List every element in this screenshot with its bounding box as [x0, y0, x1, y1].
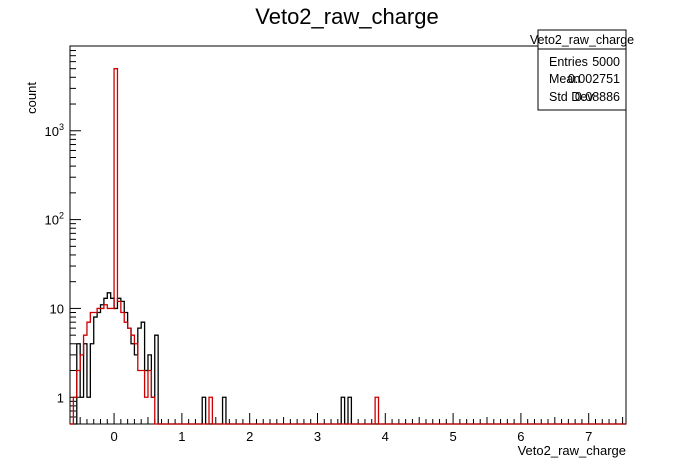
x-tick-label: 5 [449, 429, 456, 444]
series-0-histogram [70, 292, 626, 425]
x-axis-label: Veto2_raw_charge [518, 443, 626, 458]
x-tick-label: 1 [178, 429, 185, 444]
x-tick-label: 2 [246, 429, 253, 444]
stats-mean-label: Mean [549, 72, 580, 86]
x-tick-label: 4 [382, 429, 389, 444]
y-axis-label: count [24, 82, 39, 114]
y-tick-label: 103 [45, 122, 64, 139]
x-tick-label: 3 [314, 429, 321, 444]
x-tick-label: 6 [517, 429, 524, 444]
chart-title: Veto2_raw_charge [255, 4, 438, 29]
x-tick-label: 0 [110, 429, 117, 444]
stats-title: Veto2_raw_charge [530, 33, 634, 47]
stats-entries-label: Entries [549, 55, 588, 69]
x-axis: 0 1 2 3 4 5 6 7 [72, 413, 624, 444]
y-tick-label: 1 [57, 390, 64, 405]
series-1-histogram [70, 68, 626, 425]
stats-entries-value: 5000 [592, 55, 620, 69]
stats-stddev-label: Std Dev [549, 90, 594, 104]
stats-box: Veto2_raw_charge Entries 5000 Mean 0.002… [530, 29, 634, 111]
x-tick-label: 7 [585, 429, 592, 444]
y-axis: 1 10 102 103 [45, 45, 81, 425]
y-tick-label: 102 [45, 211, 64, 228]
stats-stddev-value: 0.08886 [575, 90, 620, 104]
stats-mean-value: 0.002751 [568, 72, 620, 86]
y-tick-label: 10 [50, 301, 64, 316]
